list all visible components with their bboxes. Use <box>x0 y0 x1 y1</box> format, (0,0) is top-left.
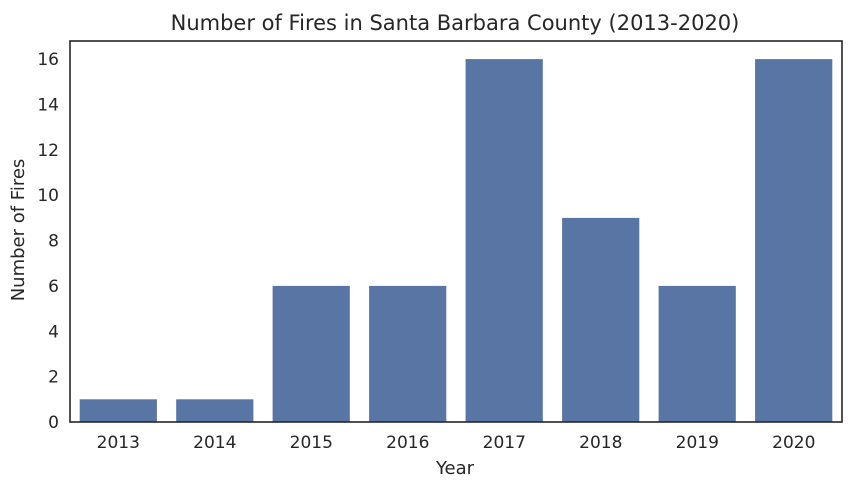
y-tick-label-12: 12 <box>37 141 59 161</box>
plot-frame <box>69 40 843 423</box>
chart-title: Number of Fires in Santa Barbara County … <box>171 11 740 35</box>
bar-2014 <box>176 399 254 422</box>
x-tick-label-2014: 2014 <box>193 433 236 453</box>
x-tick-label-2020: 2020 <box>772 433 815 453</box>
bar-2016 <box>369 285 447 422</box>
y-tick-label-0: 0 <box>48 413 59 433</box>
y-tick-label-4: 4 <box>48 322 59 342</box>
bar-2018 <box>562 217 640 422</box>
y-tick-label-8: 8 <box>48 232 59 252</box>
bar-2020 <box>755 59 833 422</box>
y-tick-label-2: 2 <box>48 368 59 388</box>
x-tick-label-2013: 2013 <box>97 433 140 453</box>
x-tick-label-2016: 2016 <box>386 433 429 453</box>
bars-group <box>79 59 833 422</box>
x-tick-label-2018: 2018 <box>579 433 622 453</box>
y-axis-label: Number of Fires <box>8 159 29 302</box>
y-ticks-group: 0 2 4 6 8 10 12 14 16 <box>37 50 59 433</box>
bar-2017 <box>465 59 543 422</box>
y-tick-label-10: 10 <box>37 186 59 206</box>
x-axis-label: Year <box>435 458 475 479</box>
y-tick-label-14: 14 <box>37 96 59 116</box>
bar-2015 <box>272 285 350 422</box>
x-tick-label-2015: 2015 <box>290 433 333 453</box>
bar-2013 <box>79 399 157 422</box>
x-tick-label-2019: 2019 <box>676 433 719 453</box>
y-tick-label-16: 16 <box>37 50 59 70</box>
y-tick-label-6: 6 <box>48 277 59 297</box>
x-tick-label-2017: 2017 <box>483 433 526 453</box>
bar-2019 <box>658 285 736 422</box>
x-ticks-group: 2013 2014 2015 2016 2017 2018 2019 2020 <box>97 433 816 453</box>
